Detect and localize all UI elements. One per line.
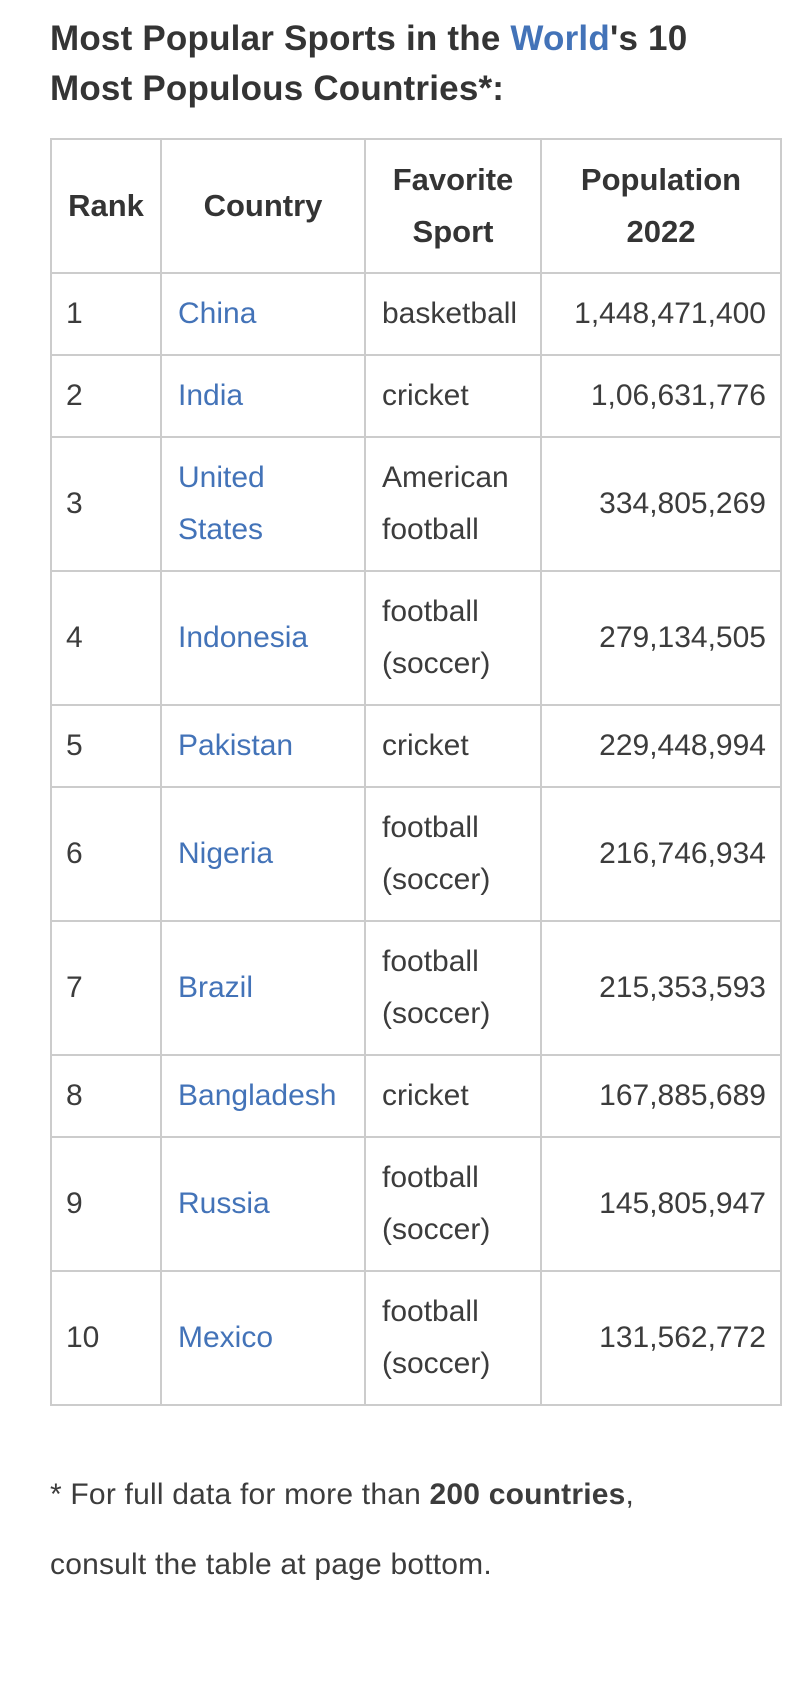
table-row: 1 China basketball 1,448,471,400 [50,272,782,356]
rank-cell: 8 [50,1054,162,1138]
col-header-population: Population 2022 [540,138,782,274]
country-cell: Indonesia [160,570,366,706]
sports-table: Rank Country Favorite Sport Population 2… [50,138,782,1406]
rank-cell: 2 [50,354,162,438]
sport-cell: football (soccer) [364,786,542,922]
sport-cell: football (soccer) [364,920,542,1056]
country-link[interactable]: Bangladesh [178,1079,337,1112]
country-cell: United States [160,436,366,572]
country-link[interactable]: Pakistan [178,729,294,762]
population-cell: 216,746,934 [540,786,782,922]
country-link[interactable]: China [178,297,257,330]
sport-cell: cricket [364,1054,542,1138]
population-cell: 145,805,947 [540,1136,782,1272]
country-link[interactable]: United States [178,461,265,546]
rank-cell: 1 [50,272,162,356]
country-link[interactable]: Mexico [178,1321,274,1354]
sport-cell: football (soccer) [364,1136,542,1272]
footnote-text-prefix: * For full data for more than [50,1478,430,1511]
footnote-text-suffix: , [625,1478,635,1511]
table-row: 2 India cricket 1,06,631,776 [50,354,782,438]
country-cell: Brazil [160,920,366,1056]
table-row: 9 Russia football (soccer) 145,805,947 [50,1136,782,1272]
population-cell: 1,06,631,776 [540,354,782,438]
rank-cell: 7 [50,920,162,1056]
country-cell: Nigeria [160,786,366,922]
title-text-suffix: 's 10 [609,19,688,58]
country-link[interactable]: Brazil [178,971,254,1004]
col-header-sport: Favorite Sport [364,138,542,274]
rank-cell: 10 [50,1270,162,1406]
rank-cell: 3 [50,436,162,572]
population-cell: 334,805,269 [540,436,782,572]
title-text-prefix: Most Popular Sports in the [50,19,511,58]
table-row: 5 Pakistan cricket 229,448,994 [50,704,782,788]
rank-cell: 6 [50,786,162,922]
footnote-line2: consult the table at page bottom. [50,1548,492,1581]
table-row: 3 United States American football 334,80… [50,436,782,572]
country-link[interactable]: India [178,379,244,412]
country-cell: Russia [160,1136,366,1272]
page-title: Most Popular Sports in the World's 10 Mos… [50,14,780,114]
country-cell: China [160,272,366,356]
rank-cell: 9 [50,1136,162,1272]
footnote: * For full data for more than 200 countr… [50,1460,780,1600]
country-cell: India [160,354,366,438]
table-row: 4 Indonesia football (soccer) 279,134,50… [50,570,782,706]
world-link[interactable]: World [510,19,610,58]
sport-cell: football (soccer) [364,1270,542,1406]
population-cell: 279,134,505 [540,570,782,706]
table-row: 10 Mexico football (soccer) 131,562,772 [50,1270,782,1406]
rank-cell: 4 [50,570,162,706]
sport-cell: American football [364,436,542,572]
col-header-rank: Rank [50,138,162,274]
country-link[interactable]: Nigeria [178,837,274,870]
table-row: 6 Nigeria football (soccer) 216,746,934 [50,786,782,922]
population-cell: 1,448,471,400 [540,272,782,356]
population-cell: 131,562,772 [540,1270,782,1406]
sport-cell: cricket [364,704,542,788]
title-line2: Most Populous Countries*: [50,69,505,108]
table-row: 7 Brazil football (soccer) 215,353,593 [50,920,782,1056]
country-cell: Bangladesh [160,1054,366,1138]
table-header-row: Rank Country Favorite Sport Population 2… [50,138,782,274]
table-row: 8 Bangladesh cricket 167,885,689 [50,1054,782,1138]
country-cell: Mexico [160,1270,366,1406]
rank-cell: 5 [50,704,162,788]
country-link[interactable]: Russia [178,1187,270,1220]
sport-cell: basketball [364,272,542,356]
article-page: Most Popular Sports in the World's 10 Mos… [50,14,782,1600]
country-cell: Pakistan [160,704,366,788]
sport-cell: football (soccer) [364,570,542,706]
country-link[interactable]: Indonesia [178,621,309,654]
population-cell: 215,353,593 [540,920,782,1056]
population-cell: 167,885,689 [540,1054,782,1138]
sport-cell: cricket [364,354,542,438]
footnote-bold-text: 200 countries [429,1478,626,1511]
population-cell: 229,448,994 [540,704,782,788]
col-header-country: Country [160,138,366,274]
